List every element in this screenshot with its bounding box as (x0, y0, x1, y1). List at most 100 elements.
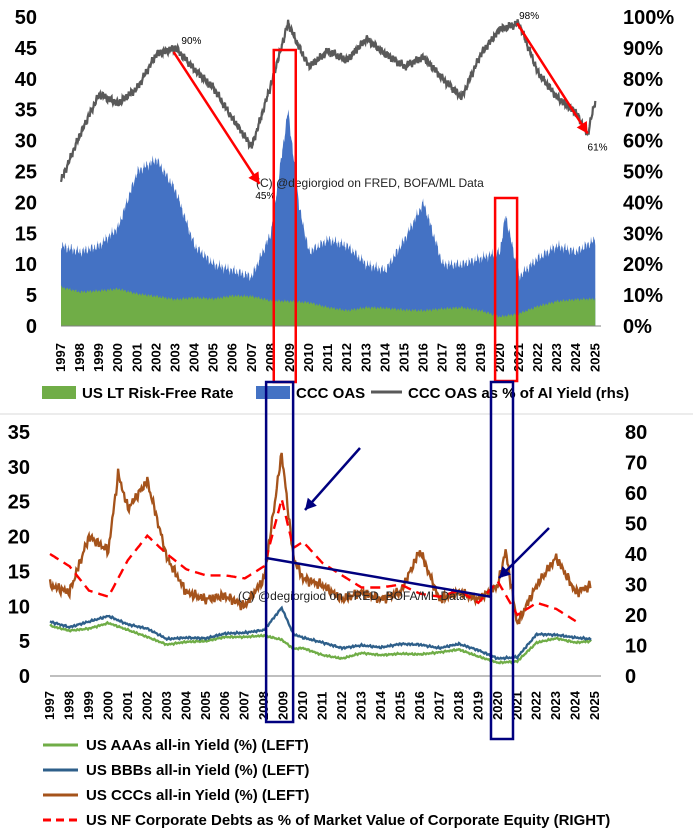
top-x-tick-label: 2005 (206, 343, 221, 372)
top-left-tick-label: 20 (15, 192, 37, 214)
navy-arrow-covid (498, 527, 550, 579)
bottom-x-tick-label: 2019 (470, 691, 485, 720)
bottom-x-tick-label: 2018 (451, 691, 466, 720)
bottom-right-tick-label: 60 (625, 483, 647, 505)
bottom-x-tick-label: 2004 (178, 690, 193, 720)
top-credit: (C) @degiorgiod on FRED, BOFA/ML Data (256, 176, 484, 190)
top-left-tick-label: 35 (15, 100, 37, 122)
top-annotation-label: 90% (181, 36, 201, 47)
top-x-tick-label: 2001 (129, 343, 144, 372)
bottom-right-tick-label: 10 (625, 636, 647, 658)
top-x-tick-label: 2016 (416, 343, 431, 372)
bottom-right-tick-label: 40 (625, 544, 647, 566)
top-left-tick-label: 45 (15, 38, 37, 60)
legend-label-rf: US LT Risk-Free Rate (82, 385, 233, 402)
bottom-left-tick-label: 5 (19, 631, 30, 653)
top-x-tick-label: 2007 (244, 343, 259, 372)
bottom-x-tick-label: 2016 (412, 691, 427, 720)
gfc-highlight-box-bottom (264, 380, 295, 724)
bottom-x-tick-label: 2000 (100, 691, 115, 720)
top-annotation-label: 61% (588, 143, 608, 154)
risk-free-rate-area (61, 285, 596, 326)
bottom-x-tick-label: 1998 (61, 691, 76, 720)
top-right-tick-label: 80% (623, 69, 663, 91)
top-x-tick-label: 2015 (396, 343, 411, 372)
top-annotation-label: 98% (519, 11, 539, 22)
bottom-x-tick-label: 2001 (120, 691, 135, 720)
bottom-left-tick-label: 20 (8, 527, 30, 549)
top-x-tick-label: 2021 (511, 343, 526, 372)
top-x-tick-label: 2011 (320, 344, 335, 372)
bottom-left-tick-label: 15 (8, 561, 30, 583)
navy-arrow-gfc (304, 447, 361, 511)
top-x-tick-label: 1997 (53, 343, 68, 372)
legend-label-bbb: US BBBs all-in Yield (%) (LEFT) (86, 762, 309, 779)
red-arrow-2003-2007-head (248, 171, 260, 184)
aaa-yield-line (49, 620, 592, 665)
bottom-right-tick-label: 20 (625, 605, 647, 627)
top-left-axis-ticks: 0 5 10 15 20 25 30 35 40 45 50 (15, 7, 37, 338)
top-left-tick-label: 50 (15, 7, 37, 29)
bottom-right-tick-label: 0 (625, 666, 636, 688)
bottom-x-tick-label: 2008 (256, 691, 271, 720)
legend-label-aaa: US AAAs all-in Yield (%) (LEFT) (86, 737, 309, 754)
top-x-tick-label: 2010 (301, 343, 316, 372)
legend-swatch-rf (42, 386, 76, 399)
navy-trend-line (265, 556, 493, 599)
bottom-right-axis-ticks: 0 10 20 30 40 50 60 70 80 (625, 422, 647, 688)
covid-highlight-box-bottom (489, 380, 515, 741)
top-right-tick-label: 90% (623, 38, 663, 60)
bottom-legend: US AAAs all-in Yield (%) (LEFT) US BBBs … (43, 737, 610, 829)
top-x-tick-label: 2009 (282, 343, 297, 372)
bottom-x-tick-label: 1999 (81, 691, 96, 720)
top-left-tick-label: 30 (15, 131, 37, 153)
top-x-tick-label: 2025 (587, 343, 602, 372)
top-x-tick-label: 2000 (110, 343, 125, 372)
bottom-right-tick-label: 80 (625, 422, 647, 444)
bottom-x-tick-label: 2012 (334, 691, 349, 720)
bottom-x-tick-label: 2005 (198, 691, 213, 720)
top-x-tick-label: 2023 (549, 343, 564, 372)
top-right-tick-label: 40% (623, 192, 663, 214)
navy-arrow-covid-head (499, 566, 511, 578)
top-annotation-label: 45% (255, 191, 275, 202)
top-x-tick-label: 2019 (473, 343, 488, 372)
top-right-tick-label: 20% (623, 254, 663, 276)
bottom-x-tick-label: 2020 (490, 691, 505, 720)
top-x-tick-label: 2014 (377, 342, 392, 372)
top-annotations: 90% 45% 98% 61% (181, 11, 607, 202)
legend-label-ratio: CCC OAS as % of Al Yield (rhs) (408, 385, 629, 402)
top-right-axis-ticks: 0% 10% 20% 30% 40% 50% 60% 70% 80% 90% 100% (623, 7, 674, 338)
top-left-tick-label: 0 (26, 316, 37, 338)
bottom-x-tick-label: 1997 (42, 691, 57, 720)
bottom-right-tick-label: 70 (625, 453, 647, 475)
bottom-right-tick-label: 30 (625, 575, 647, 597)
bottom-x-tick-label: 2015 (392, 691, 407, 720)
top-x-tick-label: 2002 (148, 343, 163, 372)
bottom-left-axis-ticks: 0 5 10 15 20 25 30 35 (8, 422, 30, 688)
red-arrow-2020-2025-head (576, 121, 588, 134)
top-series-layer (59, 19, 597, 327)
bottom-credit: (C) @degiorgiod on FRED, BOFA/ML Data (238, 589, 466, 603)
bottom-x-tick-label: 2010 (295, 691, 310, 720)
bottom-left-tick-label: 35 (8, 422, 30, 444)
bottom-x-tick-label: 2007 (237, 691, 252, 720)
top-x-tick-label: 2012 (339, 343, 354, 372)
top-x-tick-label: 2017 (435, 343, 450, 372)
top-x-tick-label: 1999 (91, 343, 106, 372)
top-x-tick-label: 2006 (225, 343, 240, 372)
red-arrow-2020-2025 (515, 22, 589, 135)
bottom-left-tick-label: 10 (8, 596, 30, 618)
ccc-oas-ratio-line (59, 19, 597, 183)
bottom-x-tick-label: 2021 (509, 691, 524, 720)
highlight-overlays (172, 22, 589, 741)
top-right-tick-label: 0% (623, 316, 652, 338)
bottom-x-tick-label: 2002 (139, 691, 154, 720)
top-x-tick-label: 2024 (568, 342, 583, 372)
top-left-tick-label: 10 (15, 254, 37, 276)
bottom-x-tick-label: 2011 (315, 692, 330, 720)
